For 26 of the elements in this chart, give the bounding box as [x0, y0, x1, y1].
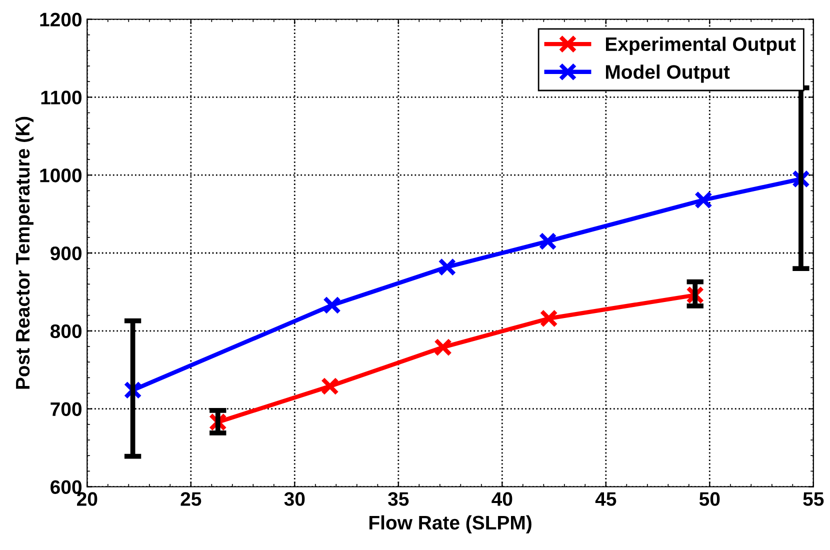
point: [438, 258, 456, 276]
x-axis-title: Flow Rate (SLPM): [369, 515, 532, 534]
y-tick-label: 600: [50, 480, 82, 494]
y-tick-label: 800: [50, 324, 82, 338]
x-tick-label: 35: [388, 492, 409, 506]
x-tick-label: 55: [803, 492, 824, 506]
point: [540, 309, 558, 328]
x-tick-label: 45: [595, 492, 616, 506]
point: [538, 232, 557, 250]
legend-label: Experimental Output: [606, 36, 796, 55]
x-tick-label: 25: [180, 492, 202, 506]
x-tick-label: 20: [77, 492, 98, 506]
y-tick-label: 1100: [41, 90, 82, 104]
y-tick-label: 1200: [40, 12, 82, 26]
y-tick-label: 700: [50, 402, 82, 416]
point: [694, 190, 712, 210]
x-tick-label: 40: [492, 492, 512, 506]
y-tick-label: 1000: [40, 168, 82, 182]
legend-label: Model Output: [606, 64, 730, 83]
x-tick-label: 30: [284, 492, 305, 506]
y-axis-title: Post Reactor Temperature (K): [15, 116, 34, 389]
x-tick-label: 50: [699, 492, 720, 506]
point: [434, 338, 452, 356]
point: [320, 377, 339, 396]
point: [322, 296, 342, 314]
y-tick-label: 900: [50, 246, 82, 260]
